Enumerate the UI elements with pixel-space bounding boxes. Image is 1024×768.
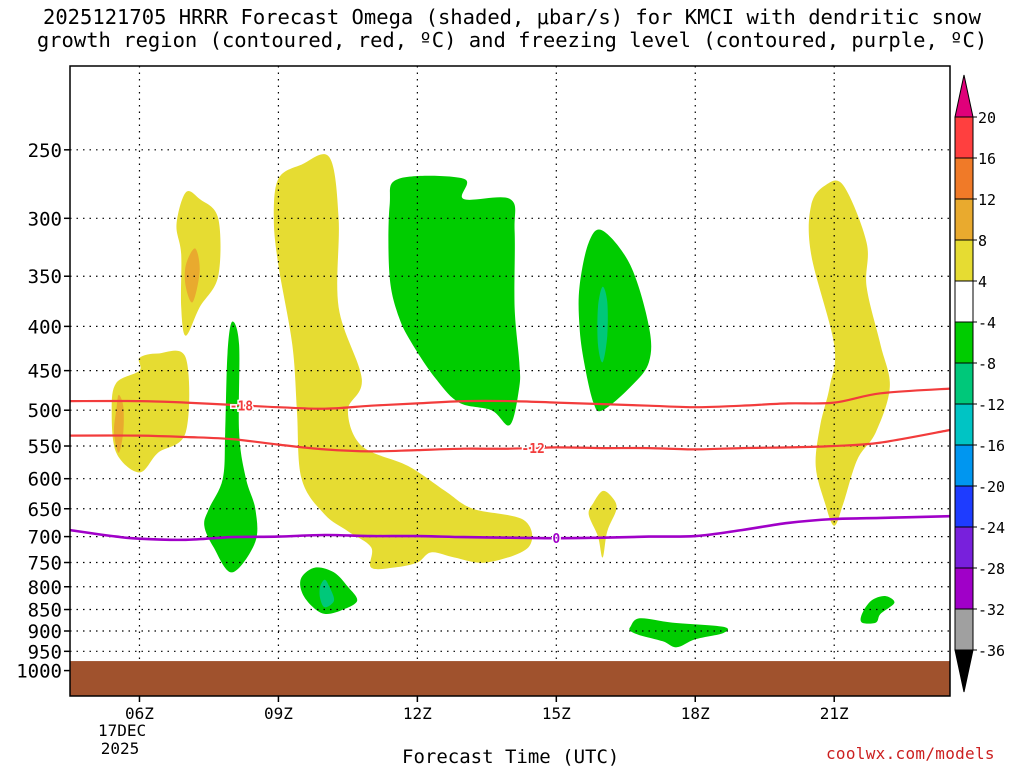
colorbar-top-arrow <box>954 74 974 118</box>
colorbar-label-4: 4 <box>978 273 987 291</box>
colorbar-label-10: -24 <box>978 519 1005 537</box>
colorbar-label-8: -16 <box>978 437 1005 455</box>
y-tick-label-300: 300 <box>28 208 62 230</box>
colorbar-label-3: 8 <box>978 232 987 250</box>
colorbar-label-7: -12 <box>978 396 1005 414</box>
x-tick-label-09Z: 09Z <box>264 704 293 723</box>
x-tick-label-21Z: 21Z <box>820 704 849 723</box>
omega-region-0 <box>273 154 533 570</box>
colorbar-label-2: 12 <box>978 191 996 209</box>
omega-region-6 <box>113 394 124 453</box>
colorbar-swatch-11 <box>954 567 974 610</box>
omega-region-14 <box>319 579 335 608</box>
chart-title: 2025121705 HRRR Forecast Omega (shaded, … <box>36 5 988 52</box>
y-tick-label-900: 900 <box>28 621 62 643</box>
plot-frame <box>69 65 951 697</box>
colorbar-swatch-12 <box>954 608 974 651</box>
y-tick-label-750: 750 <box>28 553 62 575</box>
colorbar-swatch-1 <box>954 157 974 200</box>
date-label: 17DEC 2025 <box>98 721 147 758</box>
omega-region-12 <box>860 595 895 624</box>
y-tick-label-1000: 1000 <box>16 661 62 683</box>
y-tick-label-350: 350 <box>28 266 62 288</box>
omega-region-7 <box>388 175 521 426</box>
y-tick-label-950: 950 <box>28 641 62 663</box>
y-tick-label-400: 400 <box>28 316 62 338</box>
y-tick-label-450: 450 <box>28 361 62 383</box>
y-tick-label-550: 550 <box>28 436 62 458</box>
colorbar-bottom-arrow <box>954 649 974 693</box>
y-tick-label-850: 850 <box>28 600 62 622</box>
x-tick-label-06Z: 06Z <box>125 704 154 723</box>
dgz-contour-minus12 <box>69 428 951 453</box>
colorbar-swatch-2 <box>954 198 974 241</box>
dgz-contour-minus18 <box>69 387 951 410</box>
date-label-day: 17DEC <box>98 721 147 740</box>
y-tick-label-700: 700 <box>28 527 62 549</box>
date-label-year: 2025 <box>100 739 140 758</box>
omega-region-4 <box>588 490 617 558</box>
omega-region-11 <box>629 618 729 648</box>
freezing-level-contour <box>69 514 951 542</box>
colorbar-label-13: -36 <box>978 642 1005 660</box>
colorbar-label-11: -28 <box>978 560 1005 578</box>
colorbar-swatch-6 <box>954 362 974 405</box>
y-tick-label-600: 600 <box>28 469 62 491</box>
colorbar-label-1: 16 <box>978 150 996 168</box>
dgz-contour-minus12-label: -12 <box>521 442 544 457</box>
ground-surface <box>70 661 950 696</box>
colorbar-swatch-7 <box>954 403 974 446</box>
omega-region-5 <box>184 248 200 303</box>
colorbar-swatch-8 <box>954 444 974 487</box>
omega-region-13 <box>597 286 608 363</box>
omega-region-9 <box>204 321 258 573</box>
colorbar-label-12: -32 <box>978 601 1005 619</box>
credit-link[interactable]: coolwx.com/models <box>826 744 995 763</box>
colorbar-swatch-3 <box>954 239 974 282</box>
x-tick-label-15Z: 15Z <box>542 704 571 723</box>
omega-region-3 <box>808 180 890 526</box>
y-tick-label-500: 500 <box>28 400 62 422</box>
x-tick-label-12Z: 12Z <box>403 704 432 723</box>
omega-region-8 <box>578 229 652 412</box>
colorbar-label-5: -4 <box>978 314 996 332</box>
x-axis-label: Forecast Time (UTC) <box>402 746 620 768</box>
colorbar-swatch-4 <box>954 280 974 323</box>
dgz-contour-minus18-label: -18 <box>230 399 254 414</box>
y-tick-label-250: 250 <box>28 140 62 162</box>
colorbar-swatch-5 <box>954 321 974 364</box>
colorbar-swatch-10 <box>954 526 974 569</box>
colorbar-swatch-0 <box>954 116 974 159</box>
colorbar-label-6: -8 <box>978 355 996 373</box>
x-tick-label-18Z: 18Z <box>681 704 710 723</box>
colorbar-label-9: -20 <box>978 478 1005 496</box>
omega-region-2 <box>111 350 190 473</box>
y-tick-label-800: 800 <box>28 577 62 599</box>
y-tick-label-650: 650 <box>28 499 62 521</box>
colorbar-swatch-9 <box>954 485 974 528</box>
colorbar-label-0: 20 <box>978 109 996 127</box>
freezing-level-contour-label: 0 <box>552 532 560 547</box>
